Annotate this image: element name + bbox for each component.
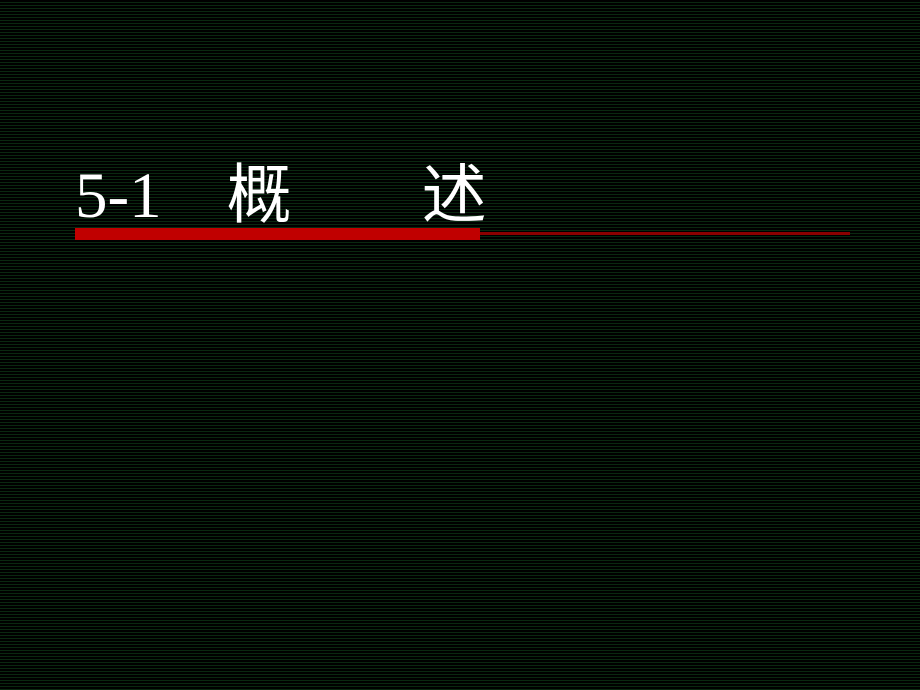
underline-thin-segment [480, 232, 850, 235]
underline-thick-segment [75, 228, 480, 240]
title-underline [75, 228, 850, 240]
title-container: 5-1 概 述 [75, 142, 487, 236]
slide-title: 5-1 概 述 [75, 160, 487, 232]
background-scanlines [0, 0, 920, 690]
